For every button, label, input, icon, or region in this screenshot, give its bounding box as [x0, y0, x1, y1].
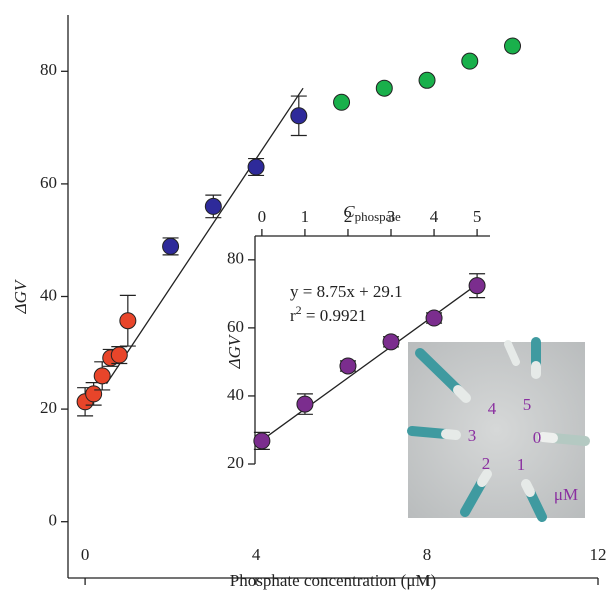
- point: [204, 197, 222, 215]
- point: [425, 309, 443, 327]
- x-tick-label: 5: [473, 207, 482, 226]
- photo-label: 0: [533, 428, 542, 447]
- tubes: [407, 337, 590, 522]
- x-tick-label: 2: [344, 207, 353, 226]
- annotation-rest: = 0.9921: [302, 306, 367, 325]
- point: [162, 237, 180, 255]
- annotation: y = 8.75x + 29.1: [290, 282, 403, 301]
- point: [504, 37, 522, 55]
- point: [85, 385, 103, 403]
- point: [375, 79, 393, 97]
- y-tick-label: 40: [227, 385, 244, 404]
- x-axis-label: Phosphate concentration (μM): [230, 571, 436, 590]
- y-tick-label: 40: [40, 285, 57, 304]
- point: [110, 346, 128, 364]
- point: [290, 107, 308, 125]
- point: [382, 333, 400, 351]
- photo-label: 1: [517, 455, 526, 474]
- y-tick-label: 20: [227, 453, 244, 472]
- point: [247, 158, 265, 176]
- photo-label: μM: [554, 485, 578, 504]
- x-tick-label: 1: [301, 207, 310, 226]
- x-axis-label-sub: phospate: [355, 209, 401, 224]
- annotation: r2 = 0.9921: [290, 303, 367, 325]
- x-axis-label: Cphospate: [343, 202, 401, 224]
- photo-label: 2: [482, 454, 491, 473]
- photo-label: 3: [468, 426, 477, 445]
- annotation-sup: 2: [296, 303, 302, 317]
- x-tick-label: 4: [430, 207, 439, 226]
- x-tick-label: 0: [81, 545, 90, 564]
- y-tick-label: 60: [227, 317, 244, 336]
- x-axis-label-main: C: [343, 202, 355, 221]
- y-axis-label: ΔGV: [11, 278, 30, 314]
- point: [253, 432, 271, 450]
- point: [296, 395, 314, 413]
- point: [418, 71, 436, 89]
- point: [468, 277, 486, 295]
- x-tick-label: 8: [423, 545, 432, 564]
- y-axis-label: ΔGV: [225, 333, 244, 369]
- point: [93, 367, 111, 385]
- point: [333, 93, 351, 111]
- x-tick-label: 0: [258, 207, 267, 226]
- fit-line: [105, 87, 304, 385]
- x-tick-label: 3: [387, 207, 396, 226]
- photo-label: 5: [523, 395, 532, 414]
- photo: [407, 337, 590, 522]
- photo-label: 4: [488, 399, 497, 418]
- point: [119, 312, 137, 330]
- y-tick-label: 60: [40, 173, 57, 192]
- y-tick-label: 80: [40, 60, 57, 79]
- point: [339, 357, 357, 375]
- y-tick-label: 0: [49, 511, 58, 530]
- point: [461, 52, 479, 70]
- x-tick-label: 12: [590, 545, 606, 564]
- y-tick-label: 80: [227, 249, 244, 268]
- annotation-main: r: [290, 306, 296, 325]
- y-tick-label: 20: [40, 398, 57, 417]
- x-tick-label: 4: [252, 545, 261, 564]
